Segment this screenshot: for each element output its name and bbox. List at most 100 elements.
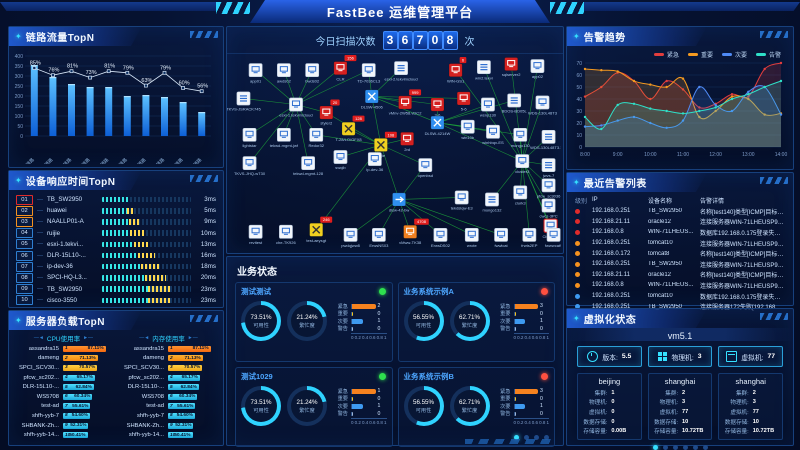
topology-node[interactable]: openbsd xyxy=(418,158,433,179)
topology-node[interactable]: dlsw-42-bw xyxy=(389,192,409,213)
alarm-row[interactable]: 192.168.0.251 TB_SW2950 连接服务器WIN-71LHEUSP9… xyxy=(575,259,785,270)
response-row[interactable]: 02 — huawei 5ms xyxy=(16,205,216,216)
topology-node[interactable]: wrote xyxy=(464,227,479,248)
topology-node[interactable]: TKVS-JHQ-wT30 xyxy=(234,156,266,177)
alarm-row[interactable]: 192.168.0.8 WIN-71LHEUS... 数据库192.168.0.17… xyxy=(575,227,785,238)
topology-node[interactable]: clurk3 xyxy=(513,185,528,206)
topology-node[interactable]: app01 xyxy=(248,63,263,84)
business-card[interactable]: 测试1029 73.51% 可用性 21.24% 繁忙度 紧急 1 重要 0 次要 1 警告 0 0 0.2… xyxy=(235,367,393,447)
topology-node[interactable]: T-28/LO/GFX8 128 xyxy=(335,115,365,142)
topology-node[interactable]: esxi-1.tekvimcloud xyxy=(279,97,313,118)
topology-node[interactable]: WIN-GS1 6 xyxy=(447,57,467,83)
topology-node[interactable]: winhbqx-ES xyxy=(482,124,504,145)
topology-node[interactable]: cluster3 xyxy=(515,154,530,175)
pagination-dot[interactable] xyxy=(662,444,668,450)
topology-node[interactable]: Redor32 xyxy=(308,127,325,148)
legend-item[interactable]: 紧急 xyxy=(653,50,679,59)
pagination-dot[interactable] xyxy=(682,444,688,450)
topology-node[interactable]: app02 xyxy=(530,59,545,80)
topology-node[interactable]: win2.tekvi xyxy=(475,60,493,81)
topology-node[interactable]: TD-7036CL3 xyxy=(357,63,381,84)
pagination-dot[interactable] xyxy=(544,435,549,440)
topology-node[interactable]: sqlserver2 xyxy=(502,57,521,78)
response-row[interactable]: 07 — ip-dev-36 18ms xyxy=(16,261,216,272)
pagination-dot[interactable] xyxy=(514,435,519,440)
pagination-dot[interactable] xyxy=(534,435,539,440)
topology-node[interactable]: mongo130 xyxy=(511,127,531,148)
alarm-row[interactable]: 192.168.21.11 oracle12 连接服务器WIN-71LHEUSP9O… xyxy=(575,217,785,228)
topology-node-label: T-28/LO/GFX8 xyxy=(335,137,362,142)
response-row[interactable]: 06 — DLR-15L10-... 16ms xyxy=(16,250,216,261)
topology-node[interactable]: cwcz-3PC xyxy=(539,198,558,219)
topology-node[interactable]: vMnv-2W58.vDC2 999 xyxy=(389,89,422,116)
topology-node[interactable]: lightstar xyxy=(242,127,257,148)
topology-node[interactable]: 2rd xyxy=(400,131,415,152)
topology-node[interactable]: vMww-TK38 4708 xyxy=(399,218,429,245)
topology-node-label: mongo130 xyxy=(511,143,531,148)
alarm-row[interactable]: 192.168.21.11 oracle12 名称[test140]类型[ICMP]… xyxy=(575,270,785,281)
alarm-row[interactable]: 192.168.0.8 WIN-71LHEUS... 连接服务器WIN-71LHEU… xyxy=(575,280,785,291)
topology-node[interactable]: ErwsDS02 xyxy=(431,227,451,248)
topology-node[interactable]: pwdqjww8 xyxy=(341,227,361,248)
topology-node[interactable]: tekwd-mgmt-jwf xyxy=(270,127,299,148)
pagination-dot[interactable] xyxy=(692,444,698,450)
topology-node[interactable]: ErwsNS03 xyxy=(369,227,389,248)
alarm-row[interactable]: 192.168.0.172 tomcat8 名称[test140]类型[ICMP]目… xyxy=(575,248,785,259)
topology-node[interactable]: revitest xyxy=(248,224,263,245)
pagination-dot[interactable] xyxy=(672,444,678,450)
topology-node[interactable]: WDS-130L48T3 xyxy=(528,95,558,116)
topology-node[interactable]: BDOS-BD05L xyxy=(502,93,528,114)
topology-node[interactable]: WDS-130L48T3.130 xyxy=(530,129,568,150)
topology-node[interactable]: wsnp130 xyxy=(480,97,497,118)
vsite-card[interactable]: shanghai 集群: 2 物理机: 3 虚拟机: 77 数据存储: 10 存储容量: 10.72… xyxy=(718,373,784,440)
topology-node[interactable]: DLSW-4506 xyxy=(361,89,384,110)
response-row[interactable]: 03 — NAALLP01-A 9ms xyxy=(16,216,216,227)
topology-node[interactable]: styler2 20 xyxy=(319,99,340,126)
topology-node[interactable]: fwwwcat9 xyxy=(545,227,563,248)
response-row[interactable]: 01 — TB_SW2950 3ms xyxy=(16,194,216,205)
alarm-row[interactable]: 192.168.0.251TB_SW2950连接服务器172失败[192.168… xyxy=(575,301,785,312)
topology-node[interactable]: fwwlcat xyxy=(494,227,509,248)
pagination-dot[interactable] xyxy=(702,444,708,450)
topology-node[interactable]: pfcw_sc3036 xyxy=(537,178,561,199)
topology-node[interactable]: TKVS-JSRACK745 xyxy=(226,91,261,112)
topology-node[interactable]: esxi-2.tekvimcloud xyxy=(384,61,418,82)
alarm-row[interactable]: 192.168.0.251 tomcat10 连接服务器WIN-71LHEUSP9O… xyxy=(575,238,785,249)
pagination-dot[interactable] xyxy=(524,435,529,440)
business-card[interactable]: 业务系统示例A 56.55% 可用性 62.71% 繁忙度 紧急 3 重要 0 次要 1 警告 0 0 0.… xyxy=(397,282,555,362)
pagination-dot[interactable] xyxy=(652,444,658,450)
topology-node[interactable]: CLR 156 xyxy=(333,55,357,81)
response-row[interactable]: 05 — esxi-1.tekvi... 13ms xyxy=(16,239,216,250)
legend-item[interactable]: 告警 xyxy=(755,50,781,59)
vsite-card[interactable]: shanghai 集群: 2 物理机: 3 虚拟机: 77 数据存储: 10 存储容量: 10.72… xyxy=(647,373,713,440)
topology-node[interactable]: DLSW-4214W xyxy=(425,115,451,136)
alarm-row[interactable]: 192.168.0.251 TB_SW2950 名称[test140]类型[ICMP… xyxy=(575,206,785,217)
response-row[interactable]: 08 — SPCI-HQ-L3... 20ms xyxy=(16,272,216,283)
server-name: SHBANK-Zh... xyxy=(126,422,164,429)
topology-node[interactable]: mongo132 xyxy=(482,192,502,213)
topology-node[interactable]: tekdslqw-E3 xyxy=(451,190,474,211)
load-rank: 5 xyxy=(170,384,173,390)
topology-node[interactable]: test-aeysgt 246 xyxy=(306,216,333,243)
topology-node[interactable]: 5-6 xyxy=(456,91,471,112)
response-row[interactable]: 09 — TB_SW2950 23ms xyxy=(16,284,216,295)
topology-node[interactable]: win10b xyxy=(460,119,475,140)
alarm-row[interactable]: 192.168.0.251 tomcat10 数据库192.168.0.175登录失… xyxy=(575,291,785,302)
response-row[interactable]: 10 — cisco-3550 23ms xyxy=(16,295,216,306)
legend-item[interactable]: 次要 xyxy=(721,50,747,59)
topology-node[interactable]: awds02 xyxy=(277,63,292,84)
topology-node[interactable]: ip-dev-36 xyxy=(366,152,384,172)
topology-node[interactable]: tekwd-mgmt-128 xyxy=(293,156,324,177)
topology-node[interactable]: 3-6 xyxy=(430,97,445,118)
alarm-detail: 连接服务器WIN-71LHEUSP9OD.testad... xyxy=(700,283,785,290)
response-row[interactable]: 04 — ruijie 10ms xyxy=(16,228,216,239)
vsite-card[interactable]: beijing 集群: 1 物理机: 0 虚拟机: 0 数据存储: 0 存储容量: 0.00B xyxy=(577,373,642,440)
legend-item[interactable]: 重要 xyxy=(687,50,713,59)
topology-node[interactable]: bwds02 xyxy=(305,63,320,84)
topology-node[interactable]: swqlb xyxy=(333,150,348,170)
business-card[interactable]: 测试测试 73.51% 可用性 21.24% 繁忙度 紧急 2 重要 0 次要 1 警告 0 0 0.2 0.… xyxy=(235,282,393,362)
topology-node[interactable]: frwts2EP xyxy=(521,227,538,248)
topology-node[interactable]: che-TK926 xyxy=(276,224,297,245)
topology-node[interactable]: jwvs-7 xyxy=(541,158,556,179)
business-card[interactable]: 业务系统示例B 56.55% 可用性 62.71% 繁忙度 紧急 3 重要 0 次要 1 警告 0 0 0.… xyxy=(397,367,555,447)
